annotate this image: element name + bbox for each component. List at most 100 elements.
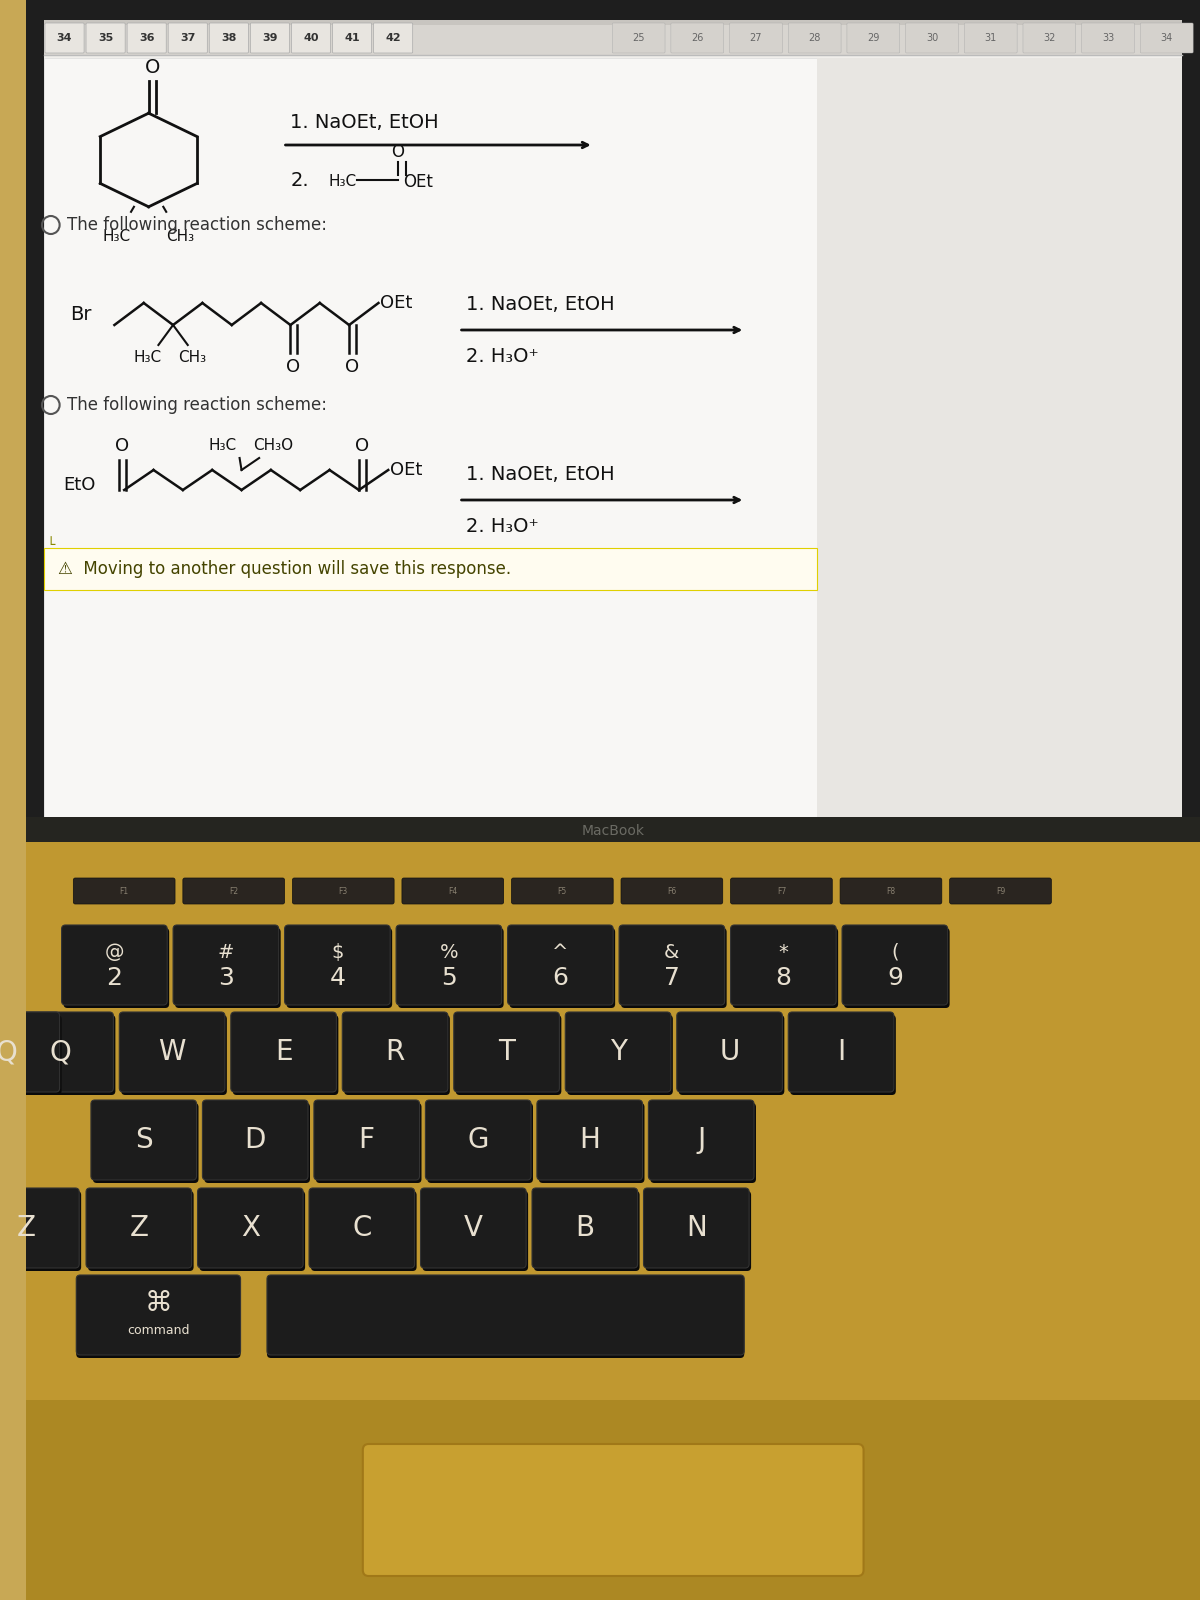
Text: MacBook: MacBook [582,824,644,838]
Text: J: J [697,1126,706,1154]
Text: Q: Q [49,1038,72,1066]
FancyBboxPatch shape [314,1101,420,1181]
FancyBboxPatch shape [847,22,900,53]
FancyBboxPatch shape [646,1190,751,1270]
Text: #: # [217,942,234,962]
FancyBboxPatch shape [420,1187,526,1267]
FancyBboxPatch shape [92,1102,198,1182]
FancyBboxPatch shape [648,1101,754,1181]
FancyBboxPatch shape [91,1101,197,1181]
FancyBboxPatch shape [88,1190,193,1270]
FancyBboxPatch shape [844,928,949,1008]
FancyBboxPatch shape [671,22,724,53]
FancyBboxPatch shape [77,1275,240,1355]
Bar [44,58,817,819]
Text: F5: F5 [558,886,566,896]
Text: OEt: OEt [390,461,422,478]
Text: F6: F6 [667,886,677,896]
Text: 28: 28 [809,34,821,43]
FancyBboxPatch shape [731,925,836,1005]
FancyBboxPatch shape [251,22,289,53]
Text: 25: 25 [632,34,644,43]
Text: 26: 26 [691,34,703,43]
Text: F7: F7 [776,886,786,896]
FancyBboxPatch shape [622,928,727,1008]
Text: Z: Z [130,1214,149,1242]
Text: 33: 33 [1102,34,1114,43]
Text: T: T [498,1038,515,1066]
FancyBboxPatch shape [168,22,208,53]
Text: F9: F9 [996,886,1006,896]
FancyBboxPatch shape [121,1014,227,1094]
FancyBboxPatch shape [287,928,392,1008]
FancyBboxPatch shape [427,1102,533,1182]
Text: EtO: EtO [64,477,96,494]
FancyBboxPatch shape [86,1187,192,1267]
Text: 29: 29 [868,34,880,43]
FancyBboxPatch shape [679,1014,785,1094]
FancyBboxPatch shape [173,925,278,1005]
Text: The following reaction scheme:: The following reaction scheme: [67,395,328,414]
FancyBboxPatch shape [119,1013,224,1091]
Text: Q: Q [0,1038,18,1066]
FancyBboxPatch shape [77,1278,240,1358]
FancyBboxPatch shape [454,1013,559,1091]
FancyBboxPatch shape [456,1014,562,1094]
Text: O: O [145,58,161,77]
Text: I: I [836,1038,845,1066]
Text: 1. NaOEt, EtOH: 1. NaOEt, EtOH [290,112,439,131]
Text: 36: 36 [139,34,155,43]
Text: 32: 32 [1043,34,1056,43]
Text: H: H [580,1126,600,1154]
Text: 39: 39 [262,34,277,43]
Text: 5: 5 [442,966,457,990]
Text: 6: 6 [552,966,569,990]
FancyBboxPatch shape [906,22,959,53]
Text: F8: F8 [887,886,895,896]
Bar [44,19,1182,819]
Text: 35: 35 [98,34,113,43]
Bar [26,0,1200,840]
FancyBboxPatch shape [732,928,838,1008]
FancyBboxPatch shape [0,1190,82,1270]
Text: O: O [115,437,130,454]
Text: F4: F4 [448,886,457,896]
FancyBboxPatch shape [1022,22,1075,53]
Text: H₃C: H₃C [329,174,356,189]
Text: └: └ [46,538,54,552]
Text: F3: F3 [338,886,348,896]
FancyBboxPatch shape [791,1014,896,1094]
Text: OEt: OEt [380,294,413,312]
FancyBboxPatch shape [266,1278,744,1358]
Text: 4: 4 [329,966,346,990]
FancyBboxPatch shape [198,1187,304,1267]
Text: The following reaction scheme:: The following reaction scheme: [67,216,328,234]
Text: %: % [439,942,458,962]
Text: W: W [158,1038,186,1066]
FancyBboxPatch shape [508,925,613,1005]
FancyBboxPatch shape [311,1190,416,1270]
FancyBboxPatch shape [127,22,167,53]
Text: V: V [464,1214,482,1242]
Bar [44,19,1182,54]
FancyBboxPatch shape [344,1014,450,1094]
Text: S: S [134,1126,152,1154]
FancyBboxPatch shape [643,1187,749,1267]
Text: F: F [359,1126,374,1154]
Text: CH₃: CH₃ [167,229,194,245]
FancyBboxPatch shape [293,878,394,904]
FancyBboxPatch shape [565,1013,671,1091]
Text: 34: 34 [56,34,72,43]
Text: E: E [275,1038,293,1066]
FancyBboxPatch shape [842,925,948,1005]
FancyBboxPatch shape [204,1102,310,1182]
FancyBboxPatch shape [788,1013,894,1091]
Text: 2: 2 [107,966,122,990]
Text: U: U [720,1038,739,1066]
Bar [26,1400,1200,1600]
FancyBboxPatch shape [284,925,390,1005]
FancyBboxPatch shape [402,878,504,904]
FancyBboxPatch shape [0,1187,79,1267]
Text: 8: 8 [775,966,791,990]
FancyBboxPatch shape [612,22,665,53]
